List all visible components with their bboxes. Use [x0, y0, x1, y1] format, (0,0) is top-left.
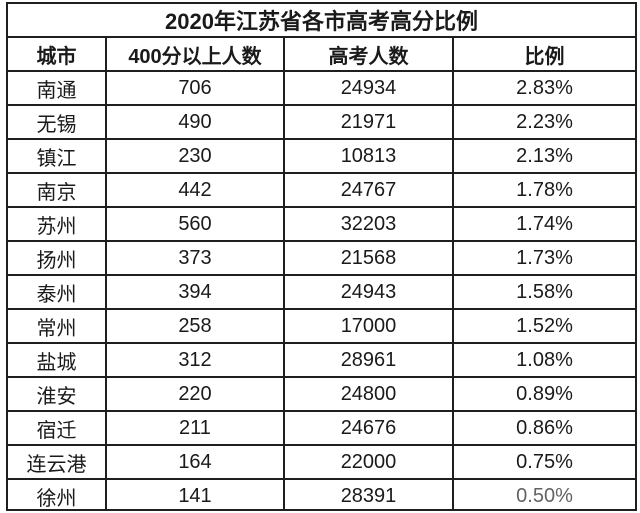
above400-cell: 230 [105, 138, 285, 174]
city-cell: 泰州 [6, 274, 107, 310]
city-cell: 南通 [6, 70, 107, 106]
above400-cell: 312 [105, 342, 285, 378]
city-cell: 常州 [6, 308, 107, 344]
ratio-cell: 1.08% [451, 342, 637, 378]
ratio-cell: 1.74% [451, 206, 637, 242]
header-row: 城市 400分以上人数 高考人数 比例 [6, 36, 637, 72]
above400-cell: 141 [105, 478, 285, 509]
candidates-cell: 24943 [283, 274, 454, 310]
candidates-cell: 24934 [283, 70, 454, 106]
ratio-cell: 2.23% [451, 104, 637, 140]
title-row: 2020年江苏省各市高考高分比例 [6, 2, 637, 38]
table-row: 无锡 490 21971 2.23% [6, 104, 637, 140]
above400-cell: 560 [105, 206, 285, 242]
candidates-cell: 32203 [283, 206, 454, 242]
city-cell: 镇江 [6, 138, 107, 174]
candidates-cell: 17000 [283, 308, 454, 344]
above400-cell: 706 [105, 70, 285, 106]
ratio-cell: 0.75% [451, 444, 637, 480]
table-row: 南通 706 24934 2.83% [6, 70, 637, 106]
city-cell: 苏州 [6, 206, 107, 242]
above400-cell: 164 [105, 444, 285, 480]
table-row: 宿迁 211 24676 0.86% [6, 410, 637, 446]
ratio-cell: 1.78% [451, 172, 637, 208]
ratio-cell: 1.52% [451, 308, 637, 344]
above400-cell: 442 [105, 172, 285, 208]
city-cell: 扬州 [6, 240, 107, 276]
table-row: 连云港 164 22000 0.75% [6, 444, 637, 480]
table-row: 徐州 141 28391 0.50% [6, 478, 637, 509]
column-header-ratio: 比例 [451, 36, 637, 72]
candidates-cell: 24800 [283, 376, 454, 412]
candidates-cell: 10813 [283, 138, 454, 174]
column-header-city: 城市 [6, 36, 107, 72]
above400-cell: 490 [105, 104, 285, 140]
above400-cell: 211 [105, 410, 285, 446]
table-row: 镇江 230 10813 2.13% [6, 138, 637, 174]
candidates-cell: 22000 [283, 444, 454, 480]
ratio-cell: 1.73% [451, 240, 637, 276]
city-cell: 连云港 [6, 444, 107, 480]
ratio-cell: 0.50% [451, 478, 637, 509]
column-header-above400: 400分以上人数 [105, 36, 285, 72]
city-cell: 宿迁 [6, 410, 107, 446]
above400-cell: 394 [105, 274, 285, 310]
candidates-cell: 24767 [283, 172, 454, 208]
table-row: 苏州 560 32203 1.74% [6, 206, 637, 242]
city-cell: 徐州 [6, 478, 107, 509]
table-row: 淮安 220 24800 0.89% [6, 376, 637, 412]
above400-cell: 258 [105, 308, 285, 344]
table-row: 常州 258 17000 1.52% [6, 308, 637, 344]
candidates-cell: 21971 [283, 104, 454, 140]
table-row: 扬州 373 21568 1.73% [6, 240, 637, 276]
ratio-cell: 2.13% [451, 138, 637, 174]
city-cell: 无锡 [6, 104, 107, 140]
ratio-cell: 2.83% [451, 70, 637, 106]
city-cell: 盐城 [6, 342, 107, 378]
table-body: 南通 706 24934 2.83% 无锡 490 21971 2.23% 镇江 230 10813… [6, 70, 637, 509]
ratio-cell: 0.89% [451, 376, 637, 412]
candidates-cell: 24676 [283, 410, 454, 446]
city-cell: 南京 [6, 172, 107, 208]
candidates-cell: 28391 [283, 478, 454, 509]
table-container: 2020年江苏省各市高考高分比例 城市 400分以上人数 高考人数 比例 南通 7… [6, 2, 637, 511]
ratio-cell: 0.86% [451, 410, 637, 446]
table-row: 南京 442 24767 1.78% [6, 172, 637, 208]
column-header-candidates: 高考人数 [283, 36, 454, 72]
gaokao-score-table: 2020年江苏省各市高考高分比例 城市 400分以上人数 高考人数 比例 南通 7… [6, 2, 637, 509]
table-title: 2020年江苏省各市高考高分比例 [6, 2, 637, 38]
table-row: 泰州 394 24943 1.58% [6, 274, 637, 310]
table-row: 盐城 312 28961 1.08% [6, 342, 637, 378]
city-cell: 淮安 [6, 376, 107, 412]
above400-cell: 373 [105, 240, 285, 276]
candidates-cell: 21568 [283, 240, 454, 276]
candidates-cell: 28961 [283, 342, 454, 378]
above400-cell: 220 [105, 376, 285, 412]
ratio-cell: 1.58% [451, 274, 637, 310]
